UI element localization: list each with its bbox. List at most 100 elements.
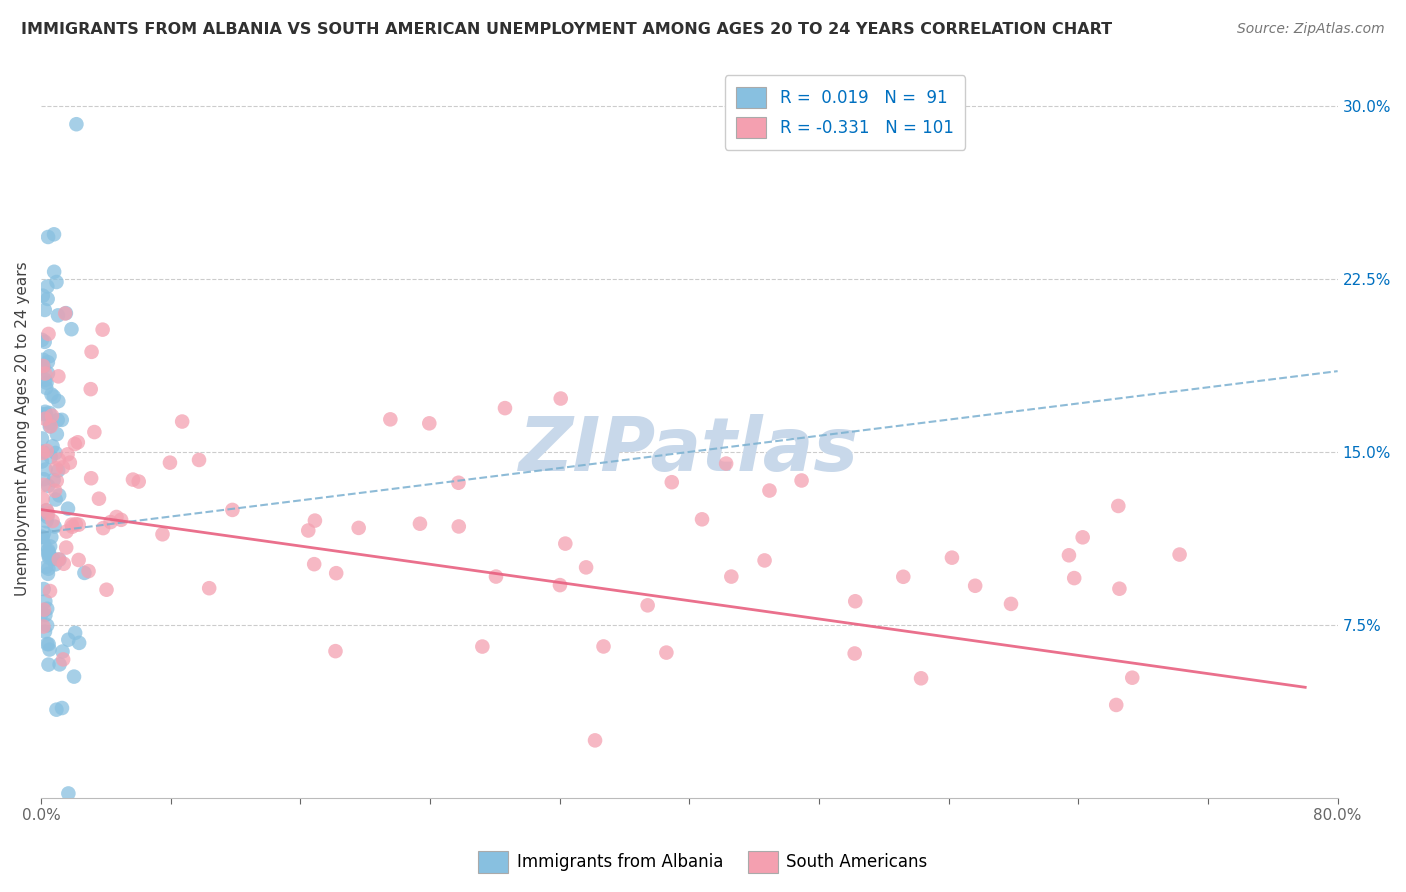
Point — [34, 594, 56, 608]
Point — [37, 637, 59, 651]
Point — [58, 787, 80, 801]
Point — [42, 473, 65, 487]
Point — [31, 454, 53, 468]
Point — [45, 461, 67, 475]
Point — [304, 514, 326, 528]
Point — [52, 460, 75, 475]
Point — [37, 543, 59, 558]
Point — [583, 733, 606, 747]
Point — [58, 632, 80, 647]
Point — [34, 302, 56, 317]
Point — [758, 483, 780, 498]
Point — [34, 405, 56, 419]
Point — [297, 524, 319, 538]
Point — [44, 265, 66, 279]
Point — [51, 701, 73, 715]
Point — [637, 599, 659, 613]
Point — [41, 439, 63, 453]
Point — [655, 646, 678, 660]
Point — [31, 606, 53, 620]
Point — [37, 562, 59, 576]
Point — [48, 452, 70, 467]
Point — [73, 566, 96, 580]
Point — [87, 491, 110, 506]
Point — [891, 570, 914, 584]
Point — [37, 657, 59, 672]
Point — [37, 279, 59, 293]
Point — [35, 407, 58, 421]
Point — [55, 524, 77, 539]
Point — [1107, 499, 1129, 513]
Point — [110, 513, 132, 527]
Point — [550, 392, 572, 406]
Point — [77, 564, 100, 578]
Point — [35, 560, 58, 574]
Point — [471, 640, 494, 654]
Point — [1121, 671, 1143, 685]
Point — [31, 407, 53, 421]
Point — [38, 549, 60, 563]
Point — [39, 584, 62, 599]
Point — [37, 355, 59, 369]
Point — [52, 652, 75, 666]
Point — [1000, 597, 1022, 611]
Point — [548, 578, 571, 592]
Point — [35, 503, 58, 517]
Legend: R =  0.019   N =  91, R = -0.331   N = 101: R = 0.019 N = 91, R = -0.331 N = 101 — [724, 75, 966, 150]
Point — [1071, 530, 1094, 544]
Point — [65, 517, 87, 532]
Point — [34, 607, 56, 622]
Point — [31, 530, 53, 544]
Point — [1108, 582, 1130, 596]
Point — [38, 419, 60, 434]
Point — [55, 541, 77, 555]
Point — [38, 326, 60, 341]
Point — [31, 530, 53, 544]
Point — [37, 547, 59, 561]
Point — [32, 525, 55, 540]
Point — [56, 501, 79, 516]
Point — [44, 446, 66, 460]
Point — [39, 419, 62, 434]
Point — [152, 527, 174, 541]
Point — [38, 545, 60, 559]
Point — [714, 457, 737, 471]
Point — [325, 566, 347, 581]
Point — [198, 581, 221, 595]
Point — [91, 521, 114, 535]
Point — [37, 367, 59, 381]
Point — [32, 359, 55, 374]
Point — [1168, 548, 1191, 562]
Point — [34, 334, 56, 349]
Point — [32, 359, 55, 373]
Point — [35, 381, 58, 395]
Point — [35, 514, 58, 528]
Point — [63, 437, 86, 451]
Point — [51, 413, 73, 427]
Point — [45, 474, 67, 488]
Point — [159, 456, 181, 470]
Point — [63, 626, 86, 640]
Point — [66, 435, 89, 450]
Point — [122, 473, 145, 487]
Point — [46, 413, 69, 427]
Point — [690, 512, 713, 526]
Text: ZIPatlas: ZIPatlas — [519, 415, 859, 488]
Point — [39, 530, 62, 544]
Point — [1063, 571, 1085, 585]
Point — [447, 519, 470, 533]
Point — [965, 579, 987, 593]
Point — [34, 624, 56, 639]
Point — [41, 514, 63, 528]
Point — [38, 637, 60, 651]
Point — [592, 640, 614, 654]
Point — [96, 582, 118, 597]
Point — [67, 553, 90, 567]
Point — [60, 517, 83, 532]
Point — [38, 406, 60, 420]
Point — [31, 446, 53, 460]
Point — [52, 557, 75, 571]
Point — [31, 444, 53, 458]
Point — [41, 409, 63, 423]
Point — [34, 462, 56, 476]
